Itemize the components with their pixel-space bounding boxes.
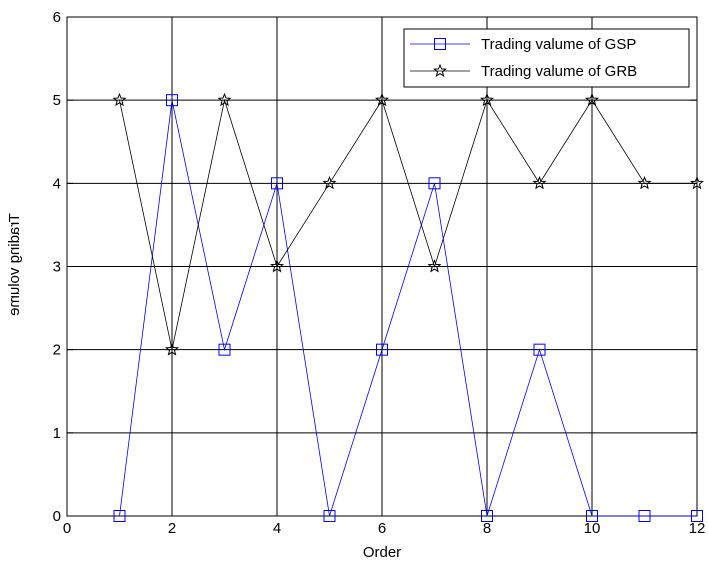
square-marker [113,510,126,522]
star-marker [637,175,652,190]
square-marker [533,343,546,356]
square-marker [586,510,598,522]
star-marker [479,92,495,107]
y-tick-label: 2 [53,342,61,359]
square-marker [271,177,283,190]
square-marker [323,510,336,522]
square-marker [434,38,446,50]
x-tick-label: 6 [378,520,386,537]
square-marker [691,510,703,522]
square-marker [218,343,231,356]
x-axis-label: Order [363,544,401,561]
y-tick-label: 3 [53,259,61,276]
star-marker [112,92,127,107]
x-tick-label: 10 [584,520,601,537]
series-gsp [113,94,703,522]
square-marker [481,510,493,522]
star-marker [164,342,180,356]
square-marker [166,94,178,107]
square-marker [638,510,651,522]
series-grb [112,92,705,356]
star-marker [322,175,337,190]
star-marker [217,92,232,107]
legend-entry: Trading valume of GSP [410,36,636,53]
x-tick-label: 0 [63,520,71,537]
y-axis-label: Trading volume [6,213,23,316]
series [112,92,705,522]
x-tick-label: 12 [689,520,706,537]
legend: Trading valume of GSP Trading valume of G… [403,28,690,88]
y-tick-label: 1 [53,425,61,442]
legend-label: Trading valume of GRB [481,63,637,80]
y-tick-label: 6 [53,9,61,26]
y-tick-label: 0 [53,508,61,525]
y-tick-label: 5 [53,92,61,109]
x-tick-label: 4 [273,520,281,537]
x-tick-label: 8 [483,520,491,537]
legend-label: Trading valume of GSP [481,36,636,53]
star-marker [427,259,442,273]
star-marker [584,92,600,107]
star-marker [269,259,285,273]
y-tick-label: 4 [53,175,61,192]
square-marker [376,343,388,356]
legend-entry: Trading valume of GRB [410,63,637,80]
star-marker [689,175,705,190]
x-tick-label: 2 [168,520,176,537]
series-line [119,100,697,517]
star-marker [374,92,390,107]
legend-box [403,28,690,88]
star-marker [532,175,547,190]
square-marker [428,177,441,190]
series-line [119,98,697,350]
y-axis-label-text: Trading volume [6,213,23,316]
star-marker [432,63,448,77]
